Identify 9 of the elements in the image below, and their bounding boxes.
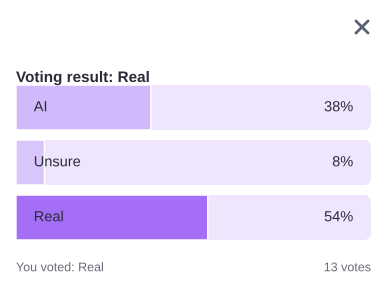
- data-label: 54%: [324, 211, 353, 222]
- text: 13 votes: [324, 262, 371, 272]
- data-label: 8%: [332, 156, 353, 166]
- data-label: 38%: [324, 101, 353, 112]
- y-tick-label: Unsure: [34, 156, 80, 166]
- text: You voted: Real: [16, 262, 103, 272]
- chart-title: Voting result: Real: [16, 70, 149, 86]
- y-tick-label: AI: [34, 101, 46, 112]
- y-tick-label: Real: [34, 210, 63, 222]
